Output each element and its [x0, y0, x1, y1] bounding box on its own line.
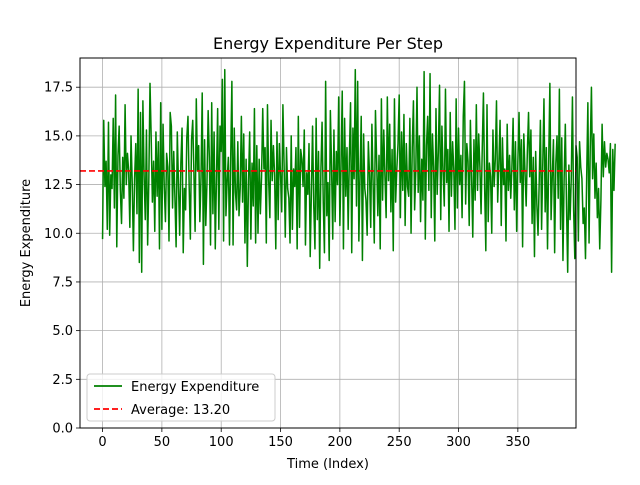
y-tick-label: 12.5: [44, 178, 73, 193]
x-tick-label: 250: [387, 435, 412, 450]
x-tick-label: 150: [268, 435, 293, 450]
series-line-energy-expenditure: [101, 68, 616, 273]
x-axis: 0 50 100 150 200 250 300 350: [98, 428, 530, 450]
y-tick-label: 2.5: [52, 373, 73, 388]
x-tick-label: 350: [505, 435, 530, 450]
y-tick-label: 15.0: [44, 129, 73, 144]
x-tick-label: 50: [154, 435, 171, 450]
y-tick-label: 7.5: [52, 275, 73, 290]
y-tick-label: 0.0: [52, 422, 73, 437]
x-tick-label: 200: [327, 435, 352, 450]
chart-title: Energy Expenditure Per Step: [213, 34, 443, 53]
legend-label-energy-expenditure: Energy Expenditure: [131, 380, 259, 395]
y-tick-label: 10.0: [44, 227, 73, 242]
plot-data: [80, 68, 616, 273]
x-tick-label: 300: [446, 435, 471, 450]
y-tick-label: 17.5: [44, 81, 73, 96]
legend-label-average: Average: 13.20: [131, 403, 230, 418]
y-axis: 0.0 2.5 5.0 7.5 10.0 12.5 15.0 17.5: [44, 81, 80, 437]
y-tick-label: 5.0: [52, 324, 73, 339]
y-axis-title: Energy Expenditure: [19, 179, 34, 307]
x-axis-title: Time (Index): [286, 457, 369, 472]
x-tick-label: 0: [98, 435, 106, 450]
plot-frame: [79, 57, 577, 429]
grid: [80, 58, 576, 429]
legend-box: [86, 373, 276, 422]
x-tick-label: 100: [209, 435, 234, 450]
legend: Energy Expenditure Average: 13.20: [86, 373, 276, 422]
